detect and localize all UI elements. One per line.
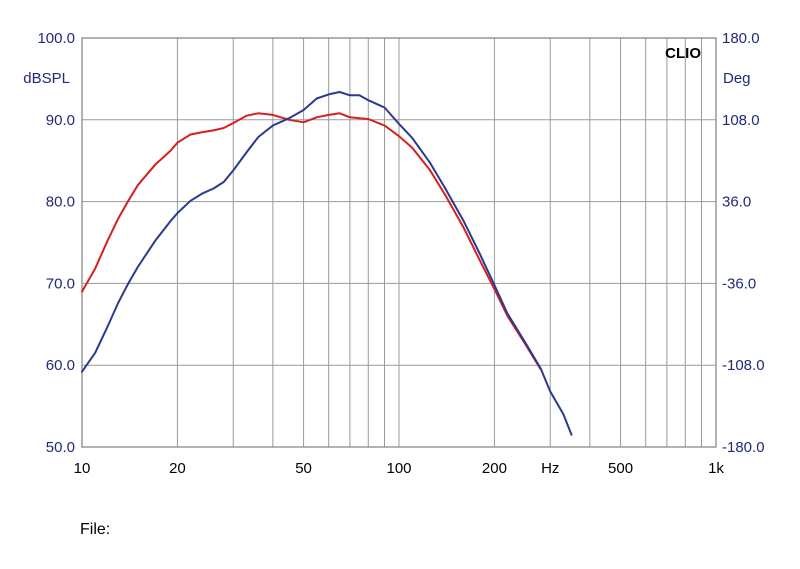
axis-labels: dBSPL Deg CLIO 100.0 90.0 80.0 70.0 60.0 50.0…: [23, 30, 764, 477]
series-line-1: [81, 112, 542, 371]
file-label: File:: [80, 521, 111, 538]
y-left-axis-label: dBSPL: [23, 70, 70, 87]
x-tick-label: 20: [169, 460, 186, 477]
plot-frame: [81, 37, 717, 448]
y-left-tick-label: 100.0: [37, 30, 75, 47]
y-left-tick-label: 70.0: [46, 275, 75, 292]
y-left-tick-label: 90.0: [46, 112, 75, 129]
y-right-tick-label: -108.0: [722, 357, 765, 374]
y-right-tick-label: 108.0: [722, 112, 760, 129]
y-right-tick-label: -36.0: [722, 275, 756, 292]
y-right-axis-label: Deg: [723, 70, 751, 87]
x-tick-label: 1k: [708, 460, 724, 477]
series-group: [81, 91, 573, 436]
x-tick-label: 100: [386, 460, 411, 477]
x-tick-label: 50: [295, 460, 312, 477]
grid: [82, 38, 716, 447]
series-line-2: [81, 91, 573, 436]
y-right-tick-label: -180.0: [722, 439, 765, 456]
x-tick-label: 500: [608, 460, 633, 477]
x-axis-unit-label: Hz: [541, 460, 559, 477]
y-right-tick-label: 180.0: [722, 30, 760, 47]
y-left-tick-label: 60.0: [46, 357, 75, 374]
brand-label: CLIO: [665, 45, 701, 62]
x-tick-label: 10: [74, 460, 91, 477]
x-tick-label: 200: [482, 460, 507, 477]
y-left-tick-label: 80.0: [46, 194, 75, 211]
y-right-tick-label: 36.0: [722, 194, 751, 211]
y-left-tick-label: 50.0: [46, 439, 75, 456]
